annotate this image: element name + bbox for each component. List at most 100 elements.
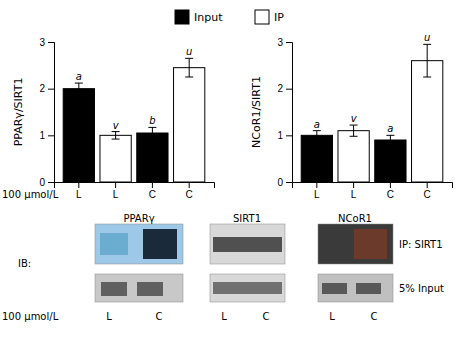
legend-entry: IP (255, 10, 284, 24)
error-bar (350, 125, 358, 136)
bar-chart: 0123LLCCNCoR1/SIRT1aavu (250, 32, 453, 200)
tick-mark (189, 182, 190, 188)
y-tick: 2 (277, 83, 292, 94)
tick-label: L (351, 189, 357, 200)
blot-label: IB: (18, 258, 31, 269)
error-bar-line (427, 44, 428, 77)
error-bar (313, 131, 321, 140)
blot-label: L (106, 311, 112, 322)
y-tick: 1 (277, 130, 292, 141)
y-axis: 0123 (39, 37, 54, 188)
x-axis: LLCC (55, 182, 215, 200)
blot-band (143, 229, 177, 259)
bar (301, 135, 332, 182)
tick-mark (286, 42, 292, 43)
legend-label: IP (274, 11, 284, 24)
bar (137, 133, 168, 182)
blot-band (100, 233, 128, 255)
error-bar (75, 83, 83, 94)
blot-image (318, 224, 393, 264)
error-bar-line (313, 130, 321, 131)
error-bar-line (112, 131, 120, 132)
tick-label: 0 (277, 177, 283, 188)
bar-annotation: u (186, 46, 192, 57)
error-bar-line (386, 135, 394, 136)
bar-annotation: a (314, 119, 320, 130)
blot-image (95, 274, 183, 302)
bar-annotation: v (113, 120, 120, 131)
error-bar-line (423, 77, 431, 78)
error-bar-line (112, 139, 120, 140)
tick-label: C (186, 189, 193, 200)
tick-label: 2 (39, 83, 45, 94)
blot-band (213, 237, 282, 252)
error-bar-line (78, 83, 79, 94)
plot-area (63, 58, 205, 182)
y-axis-label: NCoR1/SIRT1 (250, 76, 263, 148)
error-bar-line (189, 58, 190, 77)
error-bar-line (386, 144, 394, 145)
error-bar-line (148, 138, 156, 139)
tick-label: 2 (277, 83, 283, 94)
tick-label: 0 (39, 177, 45, 188)
bar-annotation: v (351, 113, 358, 124)
legend-swatch (175, 10, 189, 24)
tick-label: C (149, 189, 156, 200)
tick-mark (115, 182, 116, 188)
tick-label: C (387, 189, 394, 200)
x-tick: L (76, 182, 82, 200)
y-tick: 0 (277, 177, 292, 188)
tick-mark (353, 182, 354, 188)
blot-label: L (221, 311, 227, 322)
bar (100, 135, 131, 182)
bar-annotation: a (76, 71, 82, 82)
legend-label: Input (194, 11, 223, 24)
tick-mark (48, 89, 54, 90)
tick-mark (286, 89, 292, 90)
tick-mark (48, 42, 54, 43)
error-bar-line (350, 125, 358, 126)
blot-label: L (329, 311, 335, 322)
blot-band (354, 229, 387, 259)
x-tick: C (186, 182, 193, 200)
error-bar-line (316, 131, 317, 140)
error-bar (148, 127, 156, 138)
tick-mark (78, 182, 79, 188)
plot-area (301, 44, 443, 182)
bar (63, 89, 94, 182)
axis-line (55, 183, 215, 189)
tick-mark (286, 182, 292, 183)
tick-mark (316, 182, 317, 188)
tick-label: L (314, 189, 320, 200)
y-tick: 2 (39, 83, 54, 94)
bar (375, 140, 406, 182)
tick-label: 1 (39, 130, 45, 141)
error-bar (112, 132, 120, 139)
bar-annotation: u (424, 32, 430, 43)
blot-band (101, 282, 127, 296)
blot-band (213, 282, 282, 294)
figure: InputIP0123LLCCPPARγ/SIRT1100 μmol/Labvu… (0, 0, 474, 357)
y-tick: 3 (277, 37, 292, 48)
blot-image (318, 274, 393, 302)
blot-label: NCoR1 (338, 213, 372, 224)
error-bar (386, 135, 394, 144)
error-bar (423, 44, 431, 77)
blot-label: C (156, 311, 163, 322)
error-bar-line (75, 83, 83, 84)
tick-mark (390, 182, 391, 188)
bar-annotations: abvu (76, 46, 193, 130)
blot-image (95, 224, 183, 264)
error-bar-line (152, 127, 153, 138)
legend-entry: Input (175, 10, 223, 24)
error-bar-line (390, 135, 391, 144)
blot-band (356, 283, 381, 294)
tick-mark (286, 135, 292, 136)
y-axis: 0 1 2 3 (277, 37, 292, 188)
bar (174, 68, 205, 182)
error-bar-line (423, 44, 431, 45)
tick-mark (48, 135, 54, 136)
error-bar-line (350, 136, 358, 137)
error-bar-line (185, 77, 193, 78)
error-bar-line (313, 140, 321, 141)
